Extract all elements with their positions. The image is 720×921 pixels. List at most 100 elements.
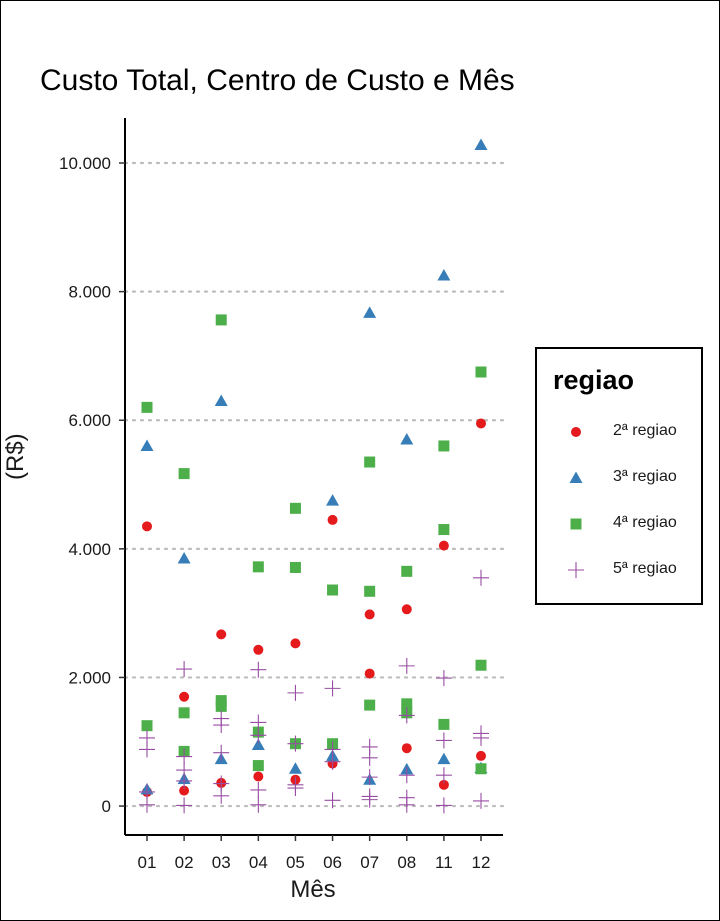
x-tick-label-7: 08 [397,853,416,872]
point-square-7 [215,700,227,712]
point-circle-4 [216,629,227,640]
point-circle-13 [364,668,375,679]
point-square-17 [364,585,376,597]
point-square-18 [364,699,376,711]
point-cross-32 [398,657,415,674]
point-cross-4 [176,661,193,678]
point-triangle-15 [437,752,451,765]
point-cross-40 [435,797,452,814]
point-triangle-10 [363,306,377,318]
legend-label: 5ª regiao [613,560,677,577]
legend-label: 4ª regiao [613,514,677,531]
point-square-12 [289,561,301,573]
x-tick-label-0: 01 [138,853,157,872]
point-square-23 [438,524,450,536]
point-circle-7 [253,771,264,782]
point-square-26 [475,659,487,671]
point-circle-8 [290,638,301,649]
y-tick-label-2: 4.000 [68,540,111,559]
point-circle-0 [142,521,152,532]
point-square-11 [289,502,301,514]
point-circle-6 [253,644,264,655]
point-triangle-2 [177,551,191,564]
legend-label: 2ª regiao [613,422,677,439]
chart-title: Custo Total, Centro de Custo e Mês [40,64,515,97]
point-circle-15 [401,743,412,754]
point-triangle-0 [140,439,154,451]
point-cross-25 [324,753,341,770]
point-square-27 [475,763,487,775]
y-axis-label: (R$) [2,433,29,480]
legend-item: 5ª regiao [537,555,701,585]
point-circle-10 [327,514,338,525]
point-triangle-16 [474,138,488,151]
point-cross-3 [139,796,155,813]
legend-marker-circle [571,427,581,437]
point-circle-19 [476,750,486,761]
point-cross-18 [250,796,267,813]
point-square-24 [438,718,450,730]
point-square-6 [215,695,227,707]
x-tick-label-1: 02 [175,853,194,872]
x-tick-label-2: 03 [212,853,231,872]
x-tick-label-3: 04 [249,853,268,872]
point-square-3 [178,707,190,719]
point-triangle-8 [326,494,340,506]
legend: regiao 2ª regiao 3ª regiao 4ª regiao 5ª reg… [535,347,703,605]
point-cross-31 [361,791,378,808]
point-cross-28 [361,749,378,766]
point-cross-14 [250,661,267,678]
point-cross-17 [250,781,267,798]
legend-marker-triangle [569,471,583,483]
point-cross-11 [213,744,230,761]
point-cross-22 [287,780,304,797]
point-cross-16 [250,727,267,744]
point-cross-1 [139,741,155,758]
point-circle-3 [179,785,190,796]
point-cross-34 [398,767,415,784]
point-circle-14 [401,604,412,615]
point-circle-2 [179,691,190,702]
point-cross-36 [398,796,415,813]
point-cross-10 [213,717,230,734]
point-circle-18 [476,418,486,429]
point-cross-7 [176,772,193,789]
point-cross-39 [435,767,452,784]
point-square-5 [215,314,227,326]
point-circle-17 [438,779,449,790]
point-square-25 [475,366,487,378]
y-tick-label-3: 6.000 [68,411,111,430]
y-tick-label-1: 2.000 [68,668,111,687]
y-tick-label-4: 8.000 [68,283,111,302]
point-triangle-12 [400,433,414,445]
point-square-16 [364,456,376,468]
point-triangle-7 [288,762,302,774]
point-square-14 [327,584,339,596]
point-cross-43 [473,729,489,746]
legend-item: 4ª regiao [537,509,701,539]
point-square-0 [141,401,153,413]
point-cross-19 [287,684,304,701]
point-triangle-4 [214,394,228,406]
point-square-8 [252,561,264,573]
legend-item: 3ª regiao [537,463,701,493]
x-tick-label-6: 07 [360,853,379,872]
legend-key-square [570,518,582,530]
point-square-2 [178,468,190,480]
x-tick-label-8: 11 [435,853,453,872]
x-tick-label-5: 06 [323,853,342,872]
point-square-22 [438,440,450,452]
point-square-1 [141,720,153,732]
point-circle-12 [364,609,375,620]
point-circle-16 [438,540,449,551]
point-cross-8 [176,797,193,814]
legend-title: regiao [553,365,635,395]
legend-marker-cross [568,562,584,578]
point-cross-44 [473,792,489,809]
legend-key-circle [571,427,581,437]
x-axis-label: Mês [290,876,336,903]
legend-label: 3ª regiao [613,468,677,485]
point-cross-20 [287,735,304,752]
point-cross-26 [324,792,341,809]
